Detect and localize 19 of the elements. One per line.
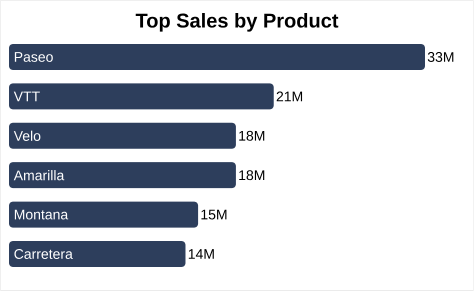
y-tick-label: Carretera — [14, 249, 73, 259]
data-label: 15M — [201, 210, 226, 220]
chart-title: Top Sales by Product — [136, 13, 338, 32]
bar — [9, 202, 198, 228]
data-label: 18M — [239, 170, 264, 180]
bar — [9, 44, 425, 70]
bar — [9, 240, 186, 267]
bar — [9, 122, 236, 149]
y-tick-label: Velo — [14, 130, 40, 141]
y-tick-label: VTT — [14, 92, 40, 102]
y-tick-label: Paseo — [14, 52, 53, 62]
bar — [9, 83, 274, 110]
y-tick-label: Amarilla — [14, 170, 64, 180]
data-label: 18M — [239, 130, 264, 141]
data-label: 14M — [188, 249, 214, 259]
data-label: 21M — [276, 92, 302, 102]
bar — [9, 162, 236, 188]
y-tick-label: Montana — [14, 210, 68, 220]
data-label: 33M — [428, 52, 454, 62]
